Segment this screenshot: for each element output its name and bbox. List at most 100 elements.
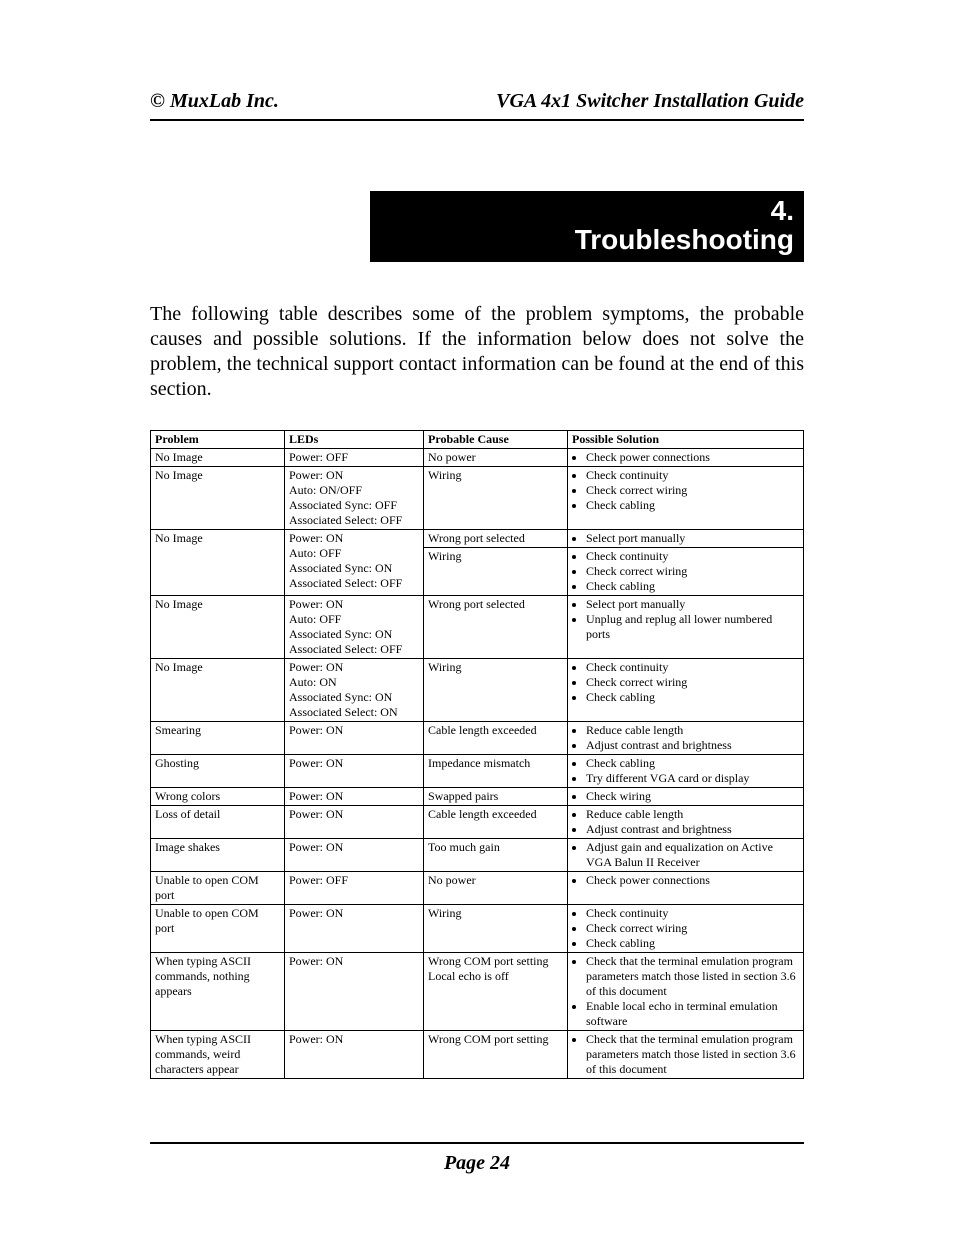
cell-cause: Swapped pairs	[424, 787, 568, 805]
table-row: When typing ASCII commands, nothing appe…	[151, 952, 804, 1030]
table-row: Wrong colorsPower: ONSwapped pairs Check …	[151, 787, 804, 805]
cell-problem: Loss of detail	[151, 805, 285, 838]
solution-item: Enable local echo in terminal emulation …	[586, 999, 799, 1029]
cell-solution: Adjust gain and equalization on Active V…	[568, 838, 804, 871]
solution-item: Reduce cable length	[586, 807, 799, 822]
led-line: Power: ON	[289, 756, 419, 771]
led-line: Associated Select: ON	[289, 705, 419, 720]
solution-item: Try different VGA card or display	[586, 771, 799, 786]
cell-problem: Image shakes	[151, 838, 285, 871]
solution-item: Select port manually	[586, 531, 799, 546]
table-row: Ghosting Power: ON Impedance mismatchCheck…	[151, 754, 804, 787]
led-line: Power: OFF	[289, 450, 419, 465]
cell-problem: Unable to open COM port	[151, 871, 285, 904]
led-line: Associated Select: OFF	[289, 513, 419, 528]
solution-list: Check that the terminal emulation progra…	[572, 954, 799, 1029]
cell-leds: Power: OFF	[285, 448, 424, 466]
solution-item: Adjust contrast and brightness	[586, 738, 799, 753]
cell-leds: Power: ONAuto: ONAssociated Sync: ONAsso…	[285, 658, 424, 721]
cell-problem: Wrong colors	[151, 787, 285, 805]
solution-list: Adjust gain and equalization on Active V…	[572, 840, 799, 870]
cell-solution: Check continuityCheck correct wiringChec…	[568, 904, 804, 952]
col-header-cause: Probable Cause	[424, 430, 568, 448]
led-line: Power: ON	[289, 807, 419, 822]
cell-cause: Wrong port selected	[424, 595, 568, 658]
solution-item: Check continuity	[586, 660, 799, 675]
cell-solution: Select port manually	[568, 529, 804, 547]
cell-problem: No Image	[151, 466, 285, 529]
cell-cause: Impedance mismatch	[424, 754, 568, 787]
solution-list: Select port manuallyUnplug and replug al…	[572, 597, 799, 642]
cell-leds: Power: ON	[285, 952, 424, 1030]
cell-leds: Power: ON	[285, 805, 424, 838]
led-line: Associated Sync: ON	[289, 561, 419, 576]
solution-list: Check continuityCheck correct wiringChec…	[572, 660, 799, 705]
solution-item: Check power connections	[586, 873, 799, 888]
table-row: No ImagePower: ONAuto: ON/OFFAssociated …	[151, 466, 804, 529]
cell-cause: No power	[424, 871, 568, 904]
cell-solution: Reduce cable lengthAdjust contrast and b…	[568, 805, 804, 838]
led-line: Associated Select: OFF	[289, 576, 419, 591]
cell-leds: Power: ON	[285, 754, 424, 787]
header-left: © MuxLab Inc.	[150, 90, 279, 113]
cell-leds: Power: ON	[285, 787, 424, 805]
solution-item: Check power connections	[586, 450, 799, 465]
solution-list: Check cablingTry different VGA card or d…	[572, 756, 799, 786]
page-header: © MuxLab Inc. VGA 4x1 Switcher Installat…	[150, 90, 804, 121]
cell-solution: Reduce cable lengthAdjust contrast and b…	[568, 721, 804, 754]
section-banner: 4. Troubleshooting	[370, 191, 804, 262]
solution-item: Unplug and replug all lower numbered por…	[586, 612, 799, 642]
solution-item: Check continuity	[586, 906, 799, 921]
col-header-leds: LEDs	[285, 430, 424, 448]
col-header-solution: Possible Solution	[568, 430, 804, 448]
troubleshooting-table: Problem LEDs Probable Cause Possible Sol…	[150, 430, 804, 1079]
cell-cause: Wiring	[424, 904, 568, 952]
cell-solution: Select port manuallyUnplug and replug al…	[568, 595, 804, 658]
section-title: Troubleshooting	[380, 225, 794, 256]
intro-paragraph: The following table describes some of th…	[150, 302, 804, 402]
table-row: No ImagePower: ONAuto: OFFAssociated Syn…	[151, 595, 804, 658]
led-line: Associated Sync: ON	[289, 690, 419, 705]
cell-leds: Power: ON	[285, 838, 424, 871]
table-row: Image shakesPower: ONToo much gainAdjust…	[151, 838, 804, 871]
page: © MuxLab Inc. VGA 4x1 Switcher Installat…	[0, 0, 954, 1235]
led-line: Associated Sync: OFF	[289, 498, 419, 513]
solution-item: Check cabling	[586, 936, 799, 951]
solution-item: Check that the terminal emulation progra…	[586, 954, 799, 999]
solution-list: Check continuityCheck correct wiringChec…	[572, 549, 799, 594]
header-right: VGA 4x1 Switcher Installation Guide	[496, 90, 804, 113]
solution-item: Check wiring	[586, 789, 799, 804]
table-row: No ImagePower: ONAuto: OFFAssociated Syn…	[151, 529, 804, 547]
cell-problem: No Image	[151, 448, 285, 466]
cell-leds: Power: OFF	[285, 871, 424, 904]
cell-cause: Wrong port selected	[424, 529, 568, 547]
section-number: 4.	[380, 197, 794, 225]
led-line: Power: ON	[289, 1032, 419, 1047]
cell-solution: Check that the terminal emulation progra…	[568, 952, 804, 1030]
solution-list: Check that the terminal emulation progra…	[572, 1032, 799, 1077]
cell-cause: Cable length exceeded	[424, 805, 568, 838]
cell-leds: Power: ON	[285, 721, 424, 754]
solution-item: Reduce cable length	[586, 723, 799, 738]
cell-solution: Check continuityCheck correct wiringChec…	[568, 547, 804, 595]
cell-problem: Ghosting	[151, 754, 285, 787]
cell-problem: No Image	[151, 595, 285, 658]
led-line: Power: ON	[289, 954, 419, 969]
col-header-problem: Problem	[151, 430, 285, 448]
led-line: Power: OFF	[289, 873, 419, 888]
solution-item: Check that the terminal emulation progra…	[586, 1032, 799, 1077]
led-line: Power: ON	[289, 906, 419, 921]
cell-leds: Power: ON	[285, 1030, 424, 1078]
led-line: Power: ON	[289, 660, 419, 675]
cell-cause: Cable length exceeded	[424, 721, 568, 754]
solution-list: Select port manually	[572, 531, 799, 546]
cell-leds: Power: ON	[285, 904, 424, 952]
cell-cause: No power	[424, 448, 568, 466]
cell-solution: Check power connections	[568, 448, 804, 466]
solution-list: Check continuityCheck correct wiringChec…	[572, 906, 799, 951]
solution-list: Check power connections	[572, 873, 799, 888]
cell-leds: Power: ONAuto: ON/OFFAssociated Sync: OF…	[285, 466, 424, 529]
led-line: Auto: ON	[289, 675, 419, 690]
led-line: Auto: OFF	[289, 546, 419, 561]
solution-list: Reduce cable lengthAdjust contrast and b…	[572, 807, 799, 837]
